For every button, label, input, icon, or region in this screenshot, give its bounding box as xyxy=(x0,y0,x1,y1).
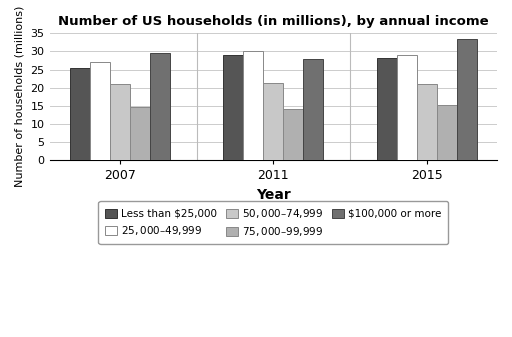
Bar xyxy=(303,59,323,160)
Bar xyxy=(130,107,150,160)
Bar xyxy=(437,105,457,160)
Bar xyxy=(223,55,243,160)
Bar xyxy=(397,55,417,160)
Title: Number of US households (in millions), by annual income: Number of US households (in millions), b… xyxy=(58,15,488,28)
Bar xyxy=(377,58,397,160)
Bar xyxy=(70,68,90,160)
Y-axis label: Number of households (millions): Number of households (millions) xyxy=(15,6,25,187)
Bar xyxy=(283,109,303,160)
Bar xyxy=(90,62,110,160)
Legend: Less than $25,000, $25,000–$49,999, $50,000–$74,999, $75,000–$99,999, $100,000 o: Less than $25,000, $25,000–$49,999, $50,… xyxy=(98,201,448,244)
Bar xyxy=(150,53,169,160)
Bar xyxy=(263,83,283,160)
Bar xyxy=(243,52,263,160)
Bar xyxy=(457,39,477,160)
Bar xyxy=(417,84,437,160)
X-axis label: Year: Year xyxy=(256,188,291,202)
Bar xyxy=(110,84,130,160)
